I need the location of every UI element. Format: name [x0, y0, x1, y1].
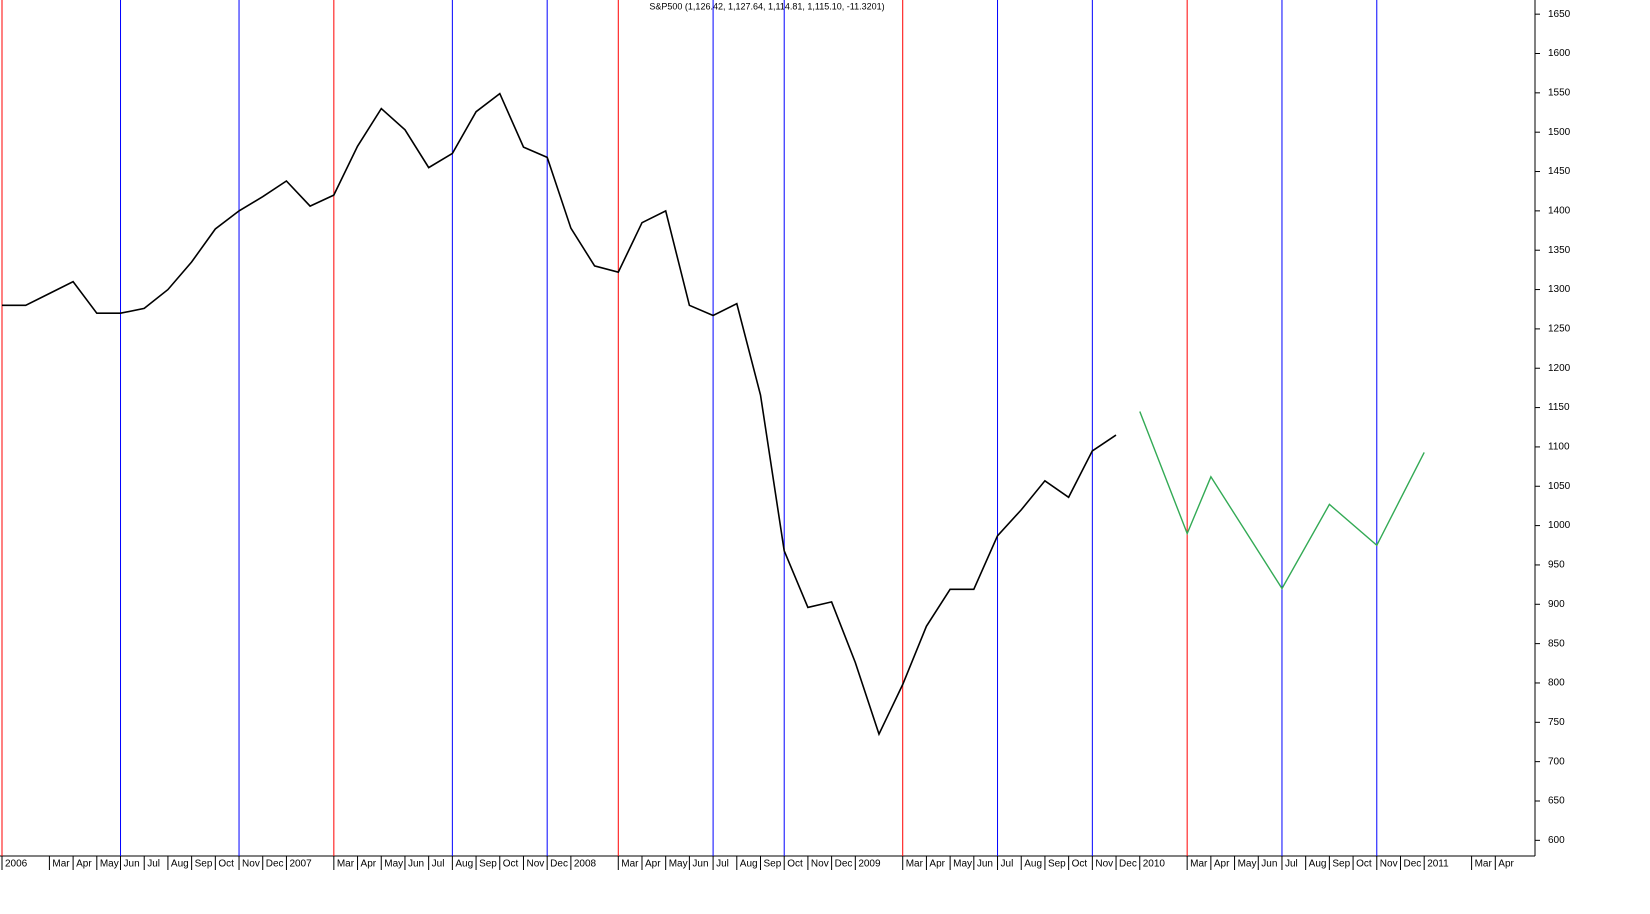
- x-tick-label: Mar: [52, 859, 70, 870]
- price-line: [1139, 411, 1425, 590]
- x-tick-label: Sep: [479, 859, 497, 870]
- x-tick-label: Oct: [787, 859, 803, 870]
- x-tick-label: Dec: [1119, 859, 1137, 870]
- y-tick-label: 800: [1548, 678, 1565, 689]
- y-tick-label: 1550: [1548, 87, 1571, 98]
- x-tick-label: Oct: [503, 859, 519, 870]
- y-tick-label: 1150: [1548, 402, 1570, 413]
- x-tick-label: 2010: [1143, 859, 1166, 870]
- chart-title: S&P500 (1,126.42, 1,127.64, 1,114.81, 1,…: [649, 1, 884, 11]
- x-tick-label: 2011: [1427, 859, 1449, 870]
- x-tick-label: Aug: [171, 859, 189, 870]
- x-tick-label: Apr: [929, 859, 945, 870]
- x-tick-label: Mar: [1190, 859, 1208, 870]
- x-tick-label: Dec: [550, 859, 568, 870]
- x-tick-label: Dec: [266, 859, 284, 870]
- x-tick-label: Mar: [337, 859, 355, 870]
- x-tick-label: Mar: [621, 859, 639, 870]
- y-tick-label: 650: [1548, 796, 1565, 807]
- x-tick-label: Jul: [1285, 859, 1298, 870]
- y-tick-label: 700: [1548, 756, 1565, 767]
- y-tick-label: 1000: [1548, 520, 1571, 531]
- x-tick-label: Aug: [740, 859, 758, 870]
- y-tick-label: 750: [1548, 717, 1565, 728]
- y-tick-label: 1400: [1548, 206, 1571, 217]
- x-tick-label: Sep: [195, 859, 213, 870]
- x-tick-label: May: [100, 859, 119, 870]
- y-tick-label: 1500: [1548, 127, 1571, 138]
- x-tick-label: Jul: [716, 859, 729, 870]
- x-tick-label: May: [384, 859, 403, 870]
- x-tick-label: 2009: [858, 859, 881, 870]
- x-tick-label: Sep: [1332, 859, 1350, 870]
- x-tick-label: May: [1238, 859, 1257, 870]
- y-tick-label: 1200: [1548, 363, 1571, 374]
- y-tick-label: 1100: [1548, 442, 1570, 453]
- x-tick-label: Apr: [361, 859, 377, 870]
- x-tick-label: Aug: [1024, 859, 1042, 870]
- x-tick-label: Apr: [645, 859, 661, 870]
- y-tick-label: 950: [1548, 560, 1565, 571]
- x-tick-label: Apr: [1498, 859, 1514, 870]
- x-tick-label: Apr: [1214, 859, 1230, 870]
- x-tick-label: Apr: [76, 859, 92, 870]
- y-tick-label: 900: [1548, 599, 1565, 610]
- x-tick-label: May: [953, 859, 972, 870]
- y-tick-label: 1050: [1548, 481, 1571, 492]
- y-tick-label: 1300: [1548, 284, 1571, 295]
- y-tick-label: 600: [1548, 835, 1565, 846]
- x-tick-label: 2007: [289, 859, 312, 870]
- x-tick-label: Sep: [764, 859, 782, 870]
- x-tick-label: Jul: [1001, 859, 1014, 870]
- price-line: [2, 92, 1117, 737]
- x-tick-label: Sep: [1048, 859, 1066, 870]
- x-tick-label: May: [669, 859, 688, 870]
- x-tick-label: Nov: [1095, 859, 1113, 870]
- y-tick-label: 1650: [1548, 9, 1571, 20]
- x-tick-label: Nov: [1380, 859, 1398, 870]
- x-tick-label: Oct: [1072, 859, 1088, 870]
- x-tick-label: Jul: [147, 859, 160, 870]
- y-tick-label: 1450: [1548, 166, 1571, 177]
- x-tick-label: Nov: [811, 859, 829, 870]
- x-tick-label: Jun: [977, 859, 993, 870]
- x-tick-label: 2008: [574, 859, 597, 870]
- x-tick-label: Dec: [835, 859, 853, 870]
- x-tick-label: Aug: [455, 859, 473, 870]
- x-tick-label: Jul: [432, 859, 445, 870]
- x-tick-label: Dec: [1403, 859, 1421, 870]
- x-tick-label: Jun: [408, 859, 424, 870]
- x-tick-label: Nov: [242, 859, 260, 870]
- x-tick-label: Jun: [124, 859, 140, 870]
- y-tick-label: 850: [1548, 638, 1565, 649]
- x-tick-label: Mar: [906, 859, 924, 870]
- x-tick-label: Oct: [218, 859, 234, 870]
- x-tick-label: Jun: [692, 859, 708, 870]
- y-tick-label: 1250: [1548, 324, 1571, 335]
- x-tick-label: Nov: [526, 859, 544, 870]
- x-tick-label: Aug: [1309, 859, 1327, 870]
- x-tick-label: Jun: [1261, 859, 1277, 870]
- y-tick-label: 1600: [1548, 48, 1571, 59]
- x-tick-label: Mar: [1475, 859, 1493, 870]
- x-tick-label: Oct: [1356, 859, 1372, 870]
- x-tick-label: 2006: [5, 859, 28, 870]
- y-tick-label: 1350: [1548, 245, 1571, 256]
